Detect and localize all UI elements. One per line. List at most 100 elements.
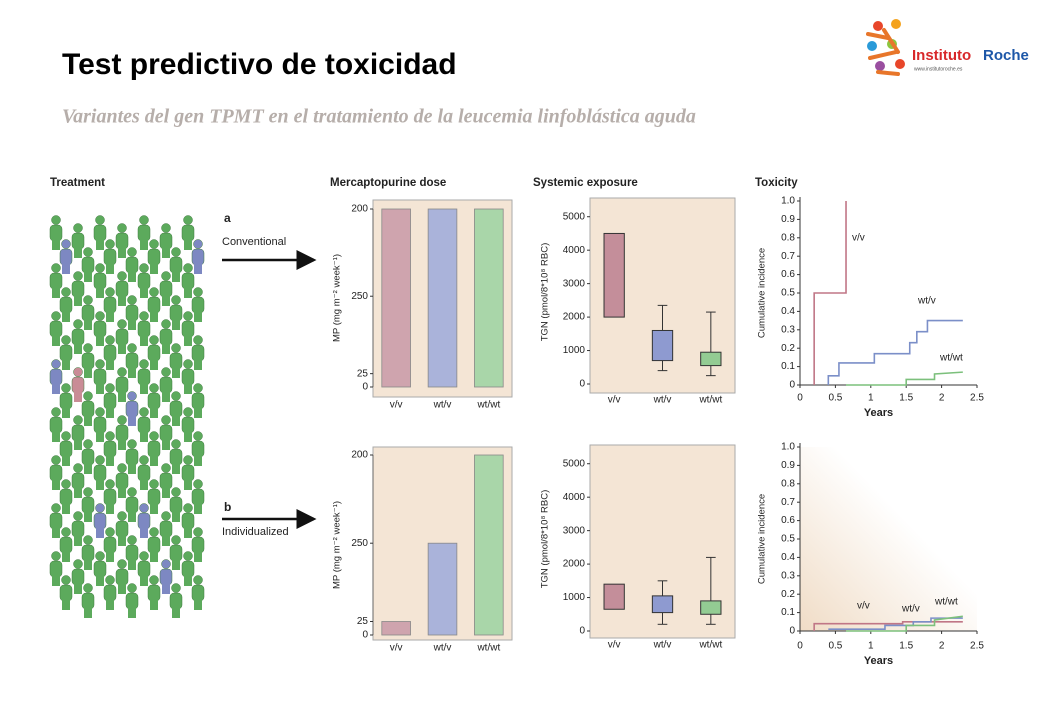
y-axis-label: TGN (pmol/8*10⁸ RBC) <box>540 243 551 342</box>
person-head <box>193 287 203 297</box>
x-tick-label: wt/wt <box>476 643 500 654</box>
person-head <box>161 223 171 233</box>
person-legs <box>162 488 170 498</box>
person-body <box>103 488 117 506</box>
bar <box>474 454 504 636</box>
person-legs <box>140 336 148 346</box>
section-label: Systemic exposure <box>533 177 638 189</box>
person-body <box>59 488 73 506</box>
person-legs <box>172 320 180 330</box>
person-body <box>115 328 129 346</box>
person-legs <box>74 584 82 594</box>
person-head <box>83 535 93 545</box>
box <box>603 232 625 318</box>
y-tick-label: 0.5 <box>781 288 795 299</box>
person-body <box>191 344 205 362</box>
person-head <box>171 583 181 593</box>
person-body <box>81 400 95 418</box>
person-legs <box>172 560 180 570</box>
person-body <box>169 448 183 466</box>
person-head <box>183 263 193 273</box>
x-axis-label: Years <box>864 655 893 667</box>
y-tick-label: 4000 <box>563 245 586 256</box>
person-body <box>191 488 205 506</box>
logo-url: www.institutoroche.es <box>914 66 963 72</box>
person-head <box>171 487 181 497</box>
person-head <box>183 455 193 465</box>
person-legs <box>128 272 136 282</box>
person-legs <box>118 440 126 450</box>
person-body <box>125 496 139 514</box>
person-body <box>125 256 139 274</box>
series-line <box>813 201 847 385</box>
person-legs <box>140 528 148 538</box>
person-head <box>51 263 61 273</box>
person-legs <box>194 456 202 466</box>
person-head <box>61 287 71 297</box>
person-legs <box>62 504 70 514</box>
y-tick-label: 0.8 <box>781 232 795 243</box>
bar <box>474 208 504 388</box>
x-tick-label: wt/wt <box>698 640 722 651</box>
series-label: wt/v <box>901 604 920 615</box>
title: Test predictivo de toxicidad <box>62 48 457 81</box>
person-head <box>161 511 171 521</box>
person-legs <box>194 360 202 370</box>
person-head <box>61 575 71 585</box>
person-legs <box>172 464 180 474</box>
person-head <box>51 311 61 321</box>
person-legs <box>74 392 82 402</box>
person-legs <box>74 344 82 354</box>
person-body <box>125 352 139 370</box>
person-head <box>117 415 127 425</box>
person-legs <box>150 264 158 274</box>
person-legs <box>162 248 170 258</box>
person-legs <box>118 344 126 354</box>
person-body <box>81 496 95 514</box>
person-legs <box>62 264 70 274</box>
person-head <box>139 407 149 417</box>
person-legs <box>52 432 60 442</box>
section-label: Treatment <box>50 177 105 189</box>
person-head <box>83 247 93 257</box>
person-body <box>59 584 73 602</box>
person-legs <box>162 584 170 594</box>
person-body <box>71 232 85 250</box>
x-tick-label: wt/v <box>653 640 672 651</box>
person-body <box>71 328 85 346</box>
person-legs <box>62 408 70 418</box>
person-legs <box>194 552 202 562</box>
box <box>651 329 674 362</box>
person-body <box>181 272 195 290</box>
person-body <box>71 280 85 298</box>
person-head <box>73 271 83 281</box>
person-head <box>83 343 93 353</box>
person-legs <box>106 552 114 562</box>
person-body <box>125 544 139 562</box>
person-legs <box>150 360 158 370</box>
person-body <box>169 352 183 370</box>
person-legs <box>62 360 70 370</box>
person-head <box>95 551 105 561</box>
person-body <box>191 536 205 554</box>
person-legs <box>128 464 136 474</box>
person-body <box>93 272 107 290</box>
person-head <box>127 487 137 497</box>
person-body <box>181 320 195 338</box>
x-tick-label: 1 <box>868 641 874 652</box>
person-head <box>105 287 115 297</box>
y-tick-label: 5000 <box>563 458 586 469</box>
person-legs <box>84 560 92 570</box>
person-legs <box>194 312 202 322</box>
person-body <box>59 248 73 266</box>
subtitle: Variantes del gen TPMT en el tratamiento… <box>62 106 696 128</box>
y-tick-label: 0 <box>579 379 585 390</box>
x-tick-label: wt/wt <box>476 400 500 411</box>
y-tick-label: 0.2 <box>781 343 795 354</box>
y-tick-label: 0 <box>789 380 795 391</box>
row-label: Conventional <box>222 236 286 248</box>
logo-text: Instituto <box>912 47 971 64</box>
person-body <box>181 512 195 530</box>
person-body <box>125 400 139 418</box>
x-tick-label: 2.5 <box>970 393 984 404</box>
